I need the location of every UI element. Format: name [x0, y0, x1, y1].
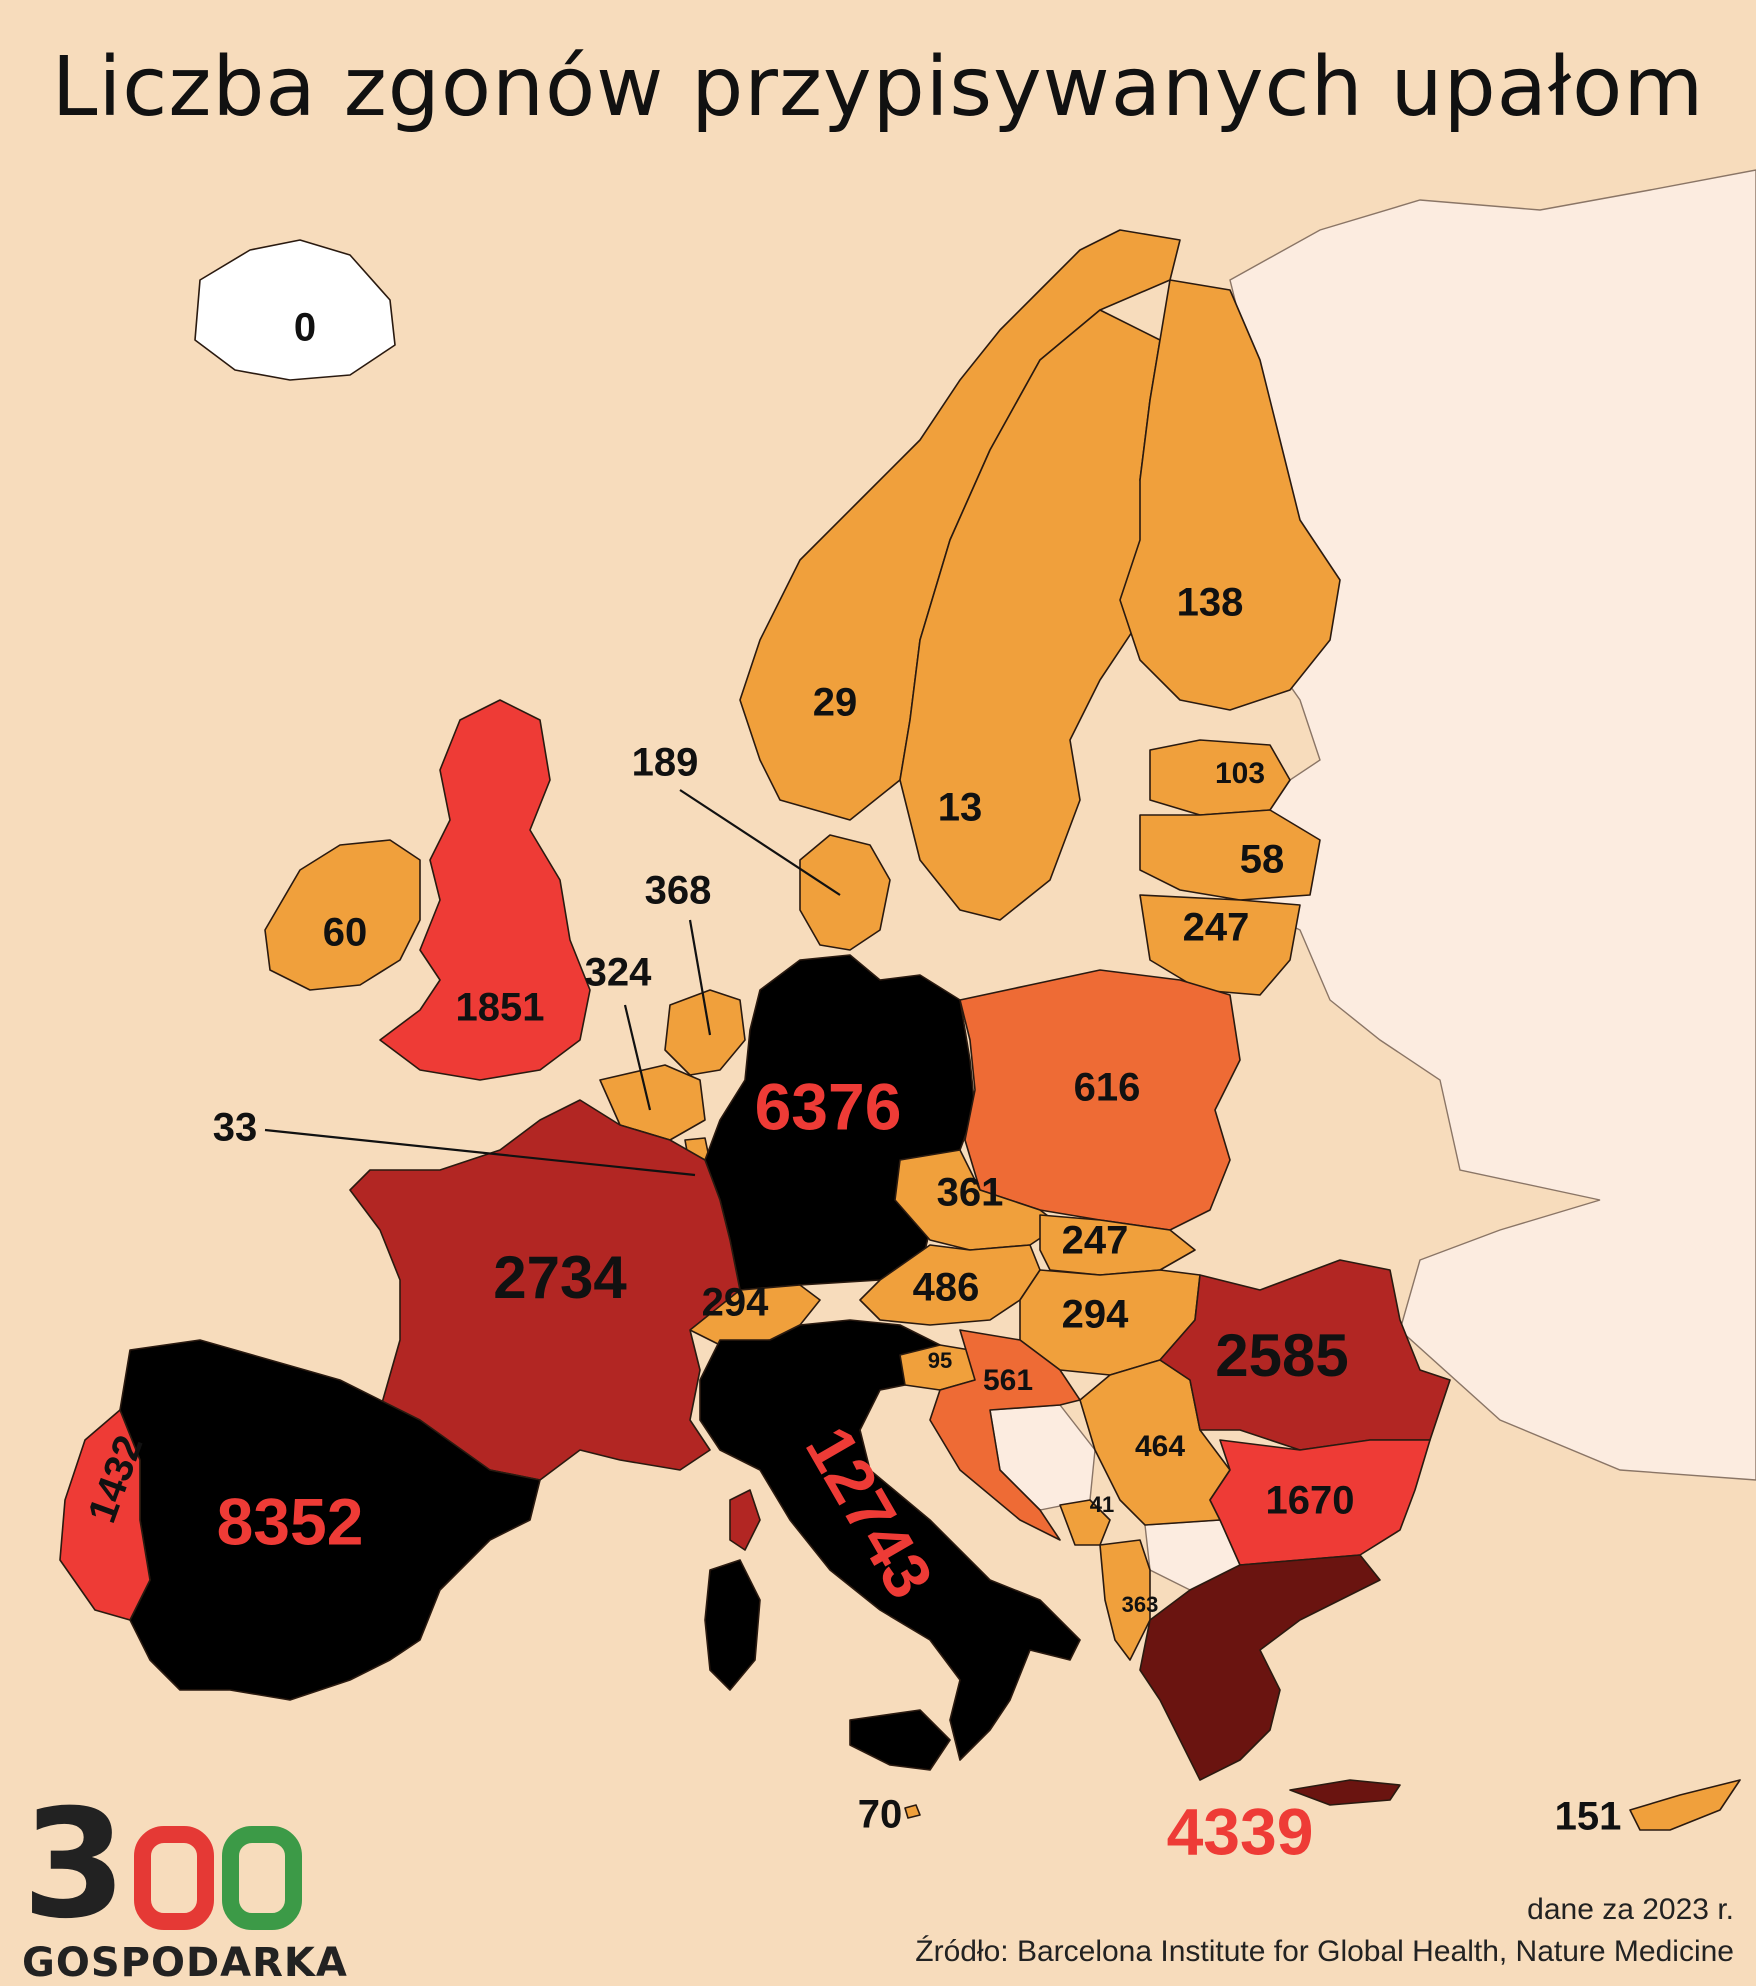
country-montenegro [1059, 1499, 1111, 1546]
country-portugal [59, 1409, 151, 1621]
country-greece [1139, 1554, 1381, 1781]
country-sicily [849, 1709, 951, 1771]
country-malta [904, 1804, 921, 1819]
label-luxembourg: 33 [213, 1106, 258, 1150]
label-albania: 363 [1122, 1592, 1159, 1617]
country-italy [699, 1319, 1081, 1761]
label-latvia: 58 [1240, 838, 1285, 882]
label-greece: 4339 [1167, 1794, 1314, 1868]
country-crete [1289, 1779, 1401, 1806]
logo: 3 GOSPODARKA [22, 1778, 348, 1986]
label-bulgaria: 1670 [1266, 1479, 1355, 1523]
country-albania [1099, 1539, 1151, 1661]
label-malta: 70 [858, 1793, 903, 1837]
label-united-kingdom: 1851 [456, 986, 545, 1030]
country-croatia [929, 1329, 1081, 1541]
non-data-east-europe [1229, 169, 1756, 1481]
logo-ring-red [134, 1826, 215, 1930]
logo-wordmark: GOSPODARKA [22, 1940, 348, 1986]
country-sardinia [704, 1559, 761, 1691]
country-france [349, 1099, 741, 1481]
map-title: Liczba zgonów przypisywanych upałom [51, 40, 1705, 135]
label-cyprus: 151 [1555, 1795, 1622, 1839]
country-denmark [799, 834, 891, 951]
leader-luxembourg [264, 1128, 696, 1177]
label-hungary: 294 [1062, 1293, 1129, 1337]
label-slovenia: 95 [928, 1348, 952, 1373]
label-iceland: 0 [294, 306, 316, 350]
country-finland [1119, 279, 1341, 711]
label-croatia: 561 [983, 1364, 1033, 1397]
country-united-kingdom [379, 699, 591, 1081]
label-denmark: 189 [632, 741, 699, 785]
country-poland [959, 969, 1241, 1231]
leader-denmark [679, 789, 841, 896]
label-poland: 616 [1074, 1066, 1141, 1110]
label-spain: 8352 [217, 1484, 364, 1558]
label-switzerland: 294 [702, 1281, 769, 1325]
label-estonia: 103 [1215, 757, 1265, 790]
logo-digits: 3 [22, 1778, 348, 1952]
country-lithuania [1139, 894, 1301, 996]
label-germany: 6376 [755, 1069, 902, 1143]
country-iceland [194, 239, 396, 381]
label-norway: 29 [813, 681, 858, 725]
label-serbia: 464 [1135, 1430, 1185, 1463]
label-slovakia: 247 [1062, 1219, 1129, 1263]
logo-ring-green [222, 1826, 303, 1930]
label-sweden: 13 [938, 786, 983, 830]
label-netherlands: 368 [645, 869, 712, 913]
leader-belgium [623, 1004, 652, 1111]
country-latvia [1139, 809, 1321, 901]
label-france: 2734 [493, 1244, 627, 1311]
footer-note: dane za 2023 r. [1527, 1893, 1734, 1926]
leader-netherlands [688, 919, 712, 1036]
footer-source: Źródło: Barcelona Institute for Global H… [915, 1935, 1734, 1968]
country-ireland [264, 839, 421, 991]
country-estonia [1149, 739, 1291, 816]
country-netherlands [664, 989, 746, 1076]
label-romania: 2585 [1215, 1322, 1348, 1389]
logo-digit-three: 3 [22, 1778, 127, 1952]
label-lithuania: 247 [1183, 906, 1250, 950]
label-austria: 486 [913, 1266, 980, 1310]
country-corsica [729, 1489, 761, 1551]
label-montenegro: 41 [1090, 1492, 1114, 1517]
country-cyprus [1629, 1779, 1741, 1831]
label-belgium: 324 [585, 951, 652, 995]
footer: dane za 2023 r. Źródło: Barcelona Instit… [915, 1889, 1734, 1973]
label-finland: 138 [1177, 581, 1244, 625]
label-czechia: 361 [937, 1171, 1004, 1215]
label-ireland: 60 [323, 911, 368, 955]
